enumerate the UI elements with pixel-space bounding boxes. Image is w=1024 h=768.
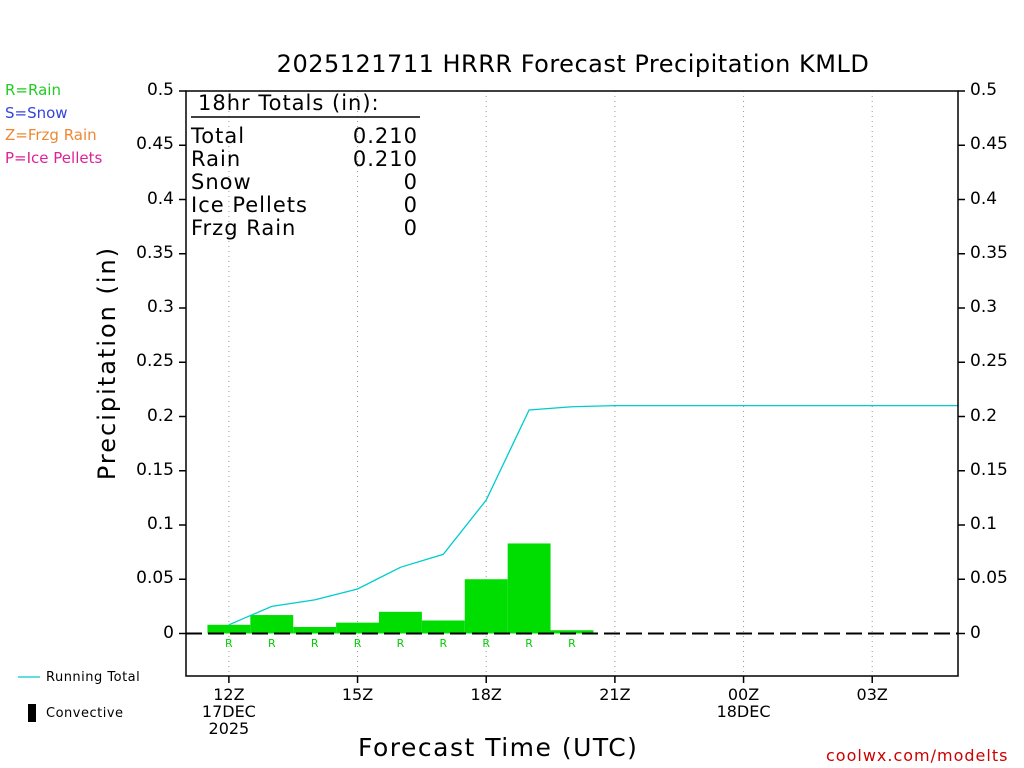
totals-row-value: 0.210 xyxy=(352,147,418,171)
precip-bar xyxy=(464,579,508,634)
precip-bar xyxy=(336,622,379,634)
y-tick-label-left: 0.3 xyxy=(146,297,174,317)
type-key-item: Z=Frzg Rain xyxy=(5,126,97,144)
type-key-item: S=Snow xyxy=(5,103,68,122)
precip-bar xyxy=(421,620,465,634)
type-key-item: R=Rain xyxy=(5,81,61,99)
precip-type-mark: R xyxy=(482,636,491,650)
totals-header: 18hr Totals (in): xyxy=(198,91,380,115)
y-tick-label-right: 0.35 xyxy=(970,242,1008,263)
y-tick-label-right: 0.05 xyxy=(970,568,1008,589)
precip-type-mark: R xyxy=(310,636,319,650)
precip-bar xyxy=(207,624,251,634)
totals-row-value: 0.210 xyxy=(352,124,418,148)
precip-type-mark: R xyxy=(225,636,233,650)
totals-row-label: Ice Pellets xyxy=(191,193,308,217)
totals-row-label: Frzg Rain xyxy=(191,216,297,240)
x-tick-label: 12Z 17DEC 2025 xyxy=(201,685,256,738)
y-tick-label-right: 0.15 xyxy=(970,459,1008,480)
y-tick-label-left: 0.4 xyxy=(146,188,174,209)
y-tick-label-left: 0.05 xyxy=(136,568,174,589)
y-tick-label-left: 0 xyxy=(163,622,174,643)
precip-type-mark: R xyxy=(353,636,362,650)
x-tick-label: 00Z 18DEC xyxy=(716,685,771,721)
y-tick-label-left: 0.35 xyxy=(136,242,174,263)
precip-bar xyxy=(507,543,551,634)
y-tick-label-right: 0 xyxy=(970,622,981,643)
precip-type-mark: R xyxy=(396,636,405,650)
legend-running-total-label: Running Total xyxy=(46,670,141,685)
y-tick-label-left: 0.45 xyxy=(136,134,174,155)
y-tick-label-right: 0.4 xyxy=(970,188,998,209)
x-tick-label: 18Z xyxy=(470,685,502,704)
precip-bar xyxy=(550,630,594,634)
y-tick-label-right: 0.45 xyxy=(970,134,1008,155)
precip-type-mark: R xyxy=(568,636,576,650)
y-tick-label-right: 0.1 xyxy=(970,514,998,534)
y-tick-label-left: 0.25 xyxy=(136,351,174,372)
totals-row-label: Snow xyxy=(191,170,252,194)
y-tick-label-right: 0.5 xyxy=(970,80,998,100)
y-tick-label-left: 0.2 xyxy=(146,405,174,426)
precip-bar xyxy=(293,626,337,634)
running-total-line xyxy=(228,404,958,626)
x-tick-label: 21Z xyxy=(599,685,631,704)
x-tick-label: 15Z xyxy=(341,685,374,704)
type-key-item: P=Ice Pellets xyxy=(5,148,103,167)
credit-text: coolwx.com/modelts xyxy=(826,746,1009,765)
precip-type-mark: R xyxy=(439,636,448,650)
totals-row-value: 0 xyxy=(403,170,418,194)
y-tick-label-left: 0.15 xyxy=(136,459,174,480)
plot-frame xyxy=(185,90,959,677)
y-tick-label-right: 0.3 xyxy=(970,297,998,317)
chart-title: 2025121711 HRRR Forecast Precipitation K… xyxy=(276,50,870,78)
totals-row-value: 0 xyxy=(403,193,418,217)
precip-bar xyxy=(379,611,422,634)
precip-bar xyxy=(250,615,294,634)
y-tick-label-right: 0.2 xyxy=(970,405,998,426)
y-tick-label-left: 0.1 xyxy=(146,514,174,534)
precip-type-mark: R xyxy=(267,636,276,650)
totals-row-value: 0 xyxy=(403,216,418,240)
legend-convective-swatch xyxy=(28,704,36,722)
legend-convective-label: Convective xyxy=(46,706,124,721)
y-tick-label-left: 0.5 xyxy=(146,80,174,100)
totals-row-label: Total xyxy=(191,124,246,148)
x-axis-label: Forecast Time (UTC) xyxy=(358,733,639,762)
totals-row-label: Rain xyxy=(191,147,242,171)
x-tick-label: 03Z xyxy=(856,685,888,704)
precip-type-mark: R xyxy=(525,636,533,650)
y-tick-label-right: 0.25 xyxy=(970,351,1008,372)
